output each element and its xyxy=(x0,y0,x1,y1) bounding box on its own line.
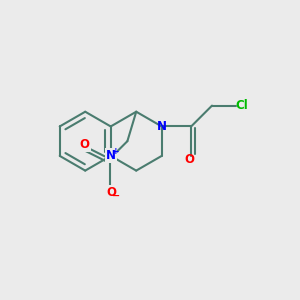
Text: O: O xyxy=(106,186,116,199)
Text: Cl: Cl xyxy=(235,99,248,112)
Text: −: − xyxy=(112,191,120,201)
Text: O: O xyxy=(185,153,195,166)
Text: +: + xyxy=(112,147,120,156)
Text: N: N xyxy=(157,120,167,133)
Text: N: N xyxy=(106,149,116,162)
Text: O: O xyxy=(80,138,90,151)
